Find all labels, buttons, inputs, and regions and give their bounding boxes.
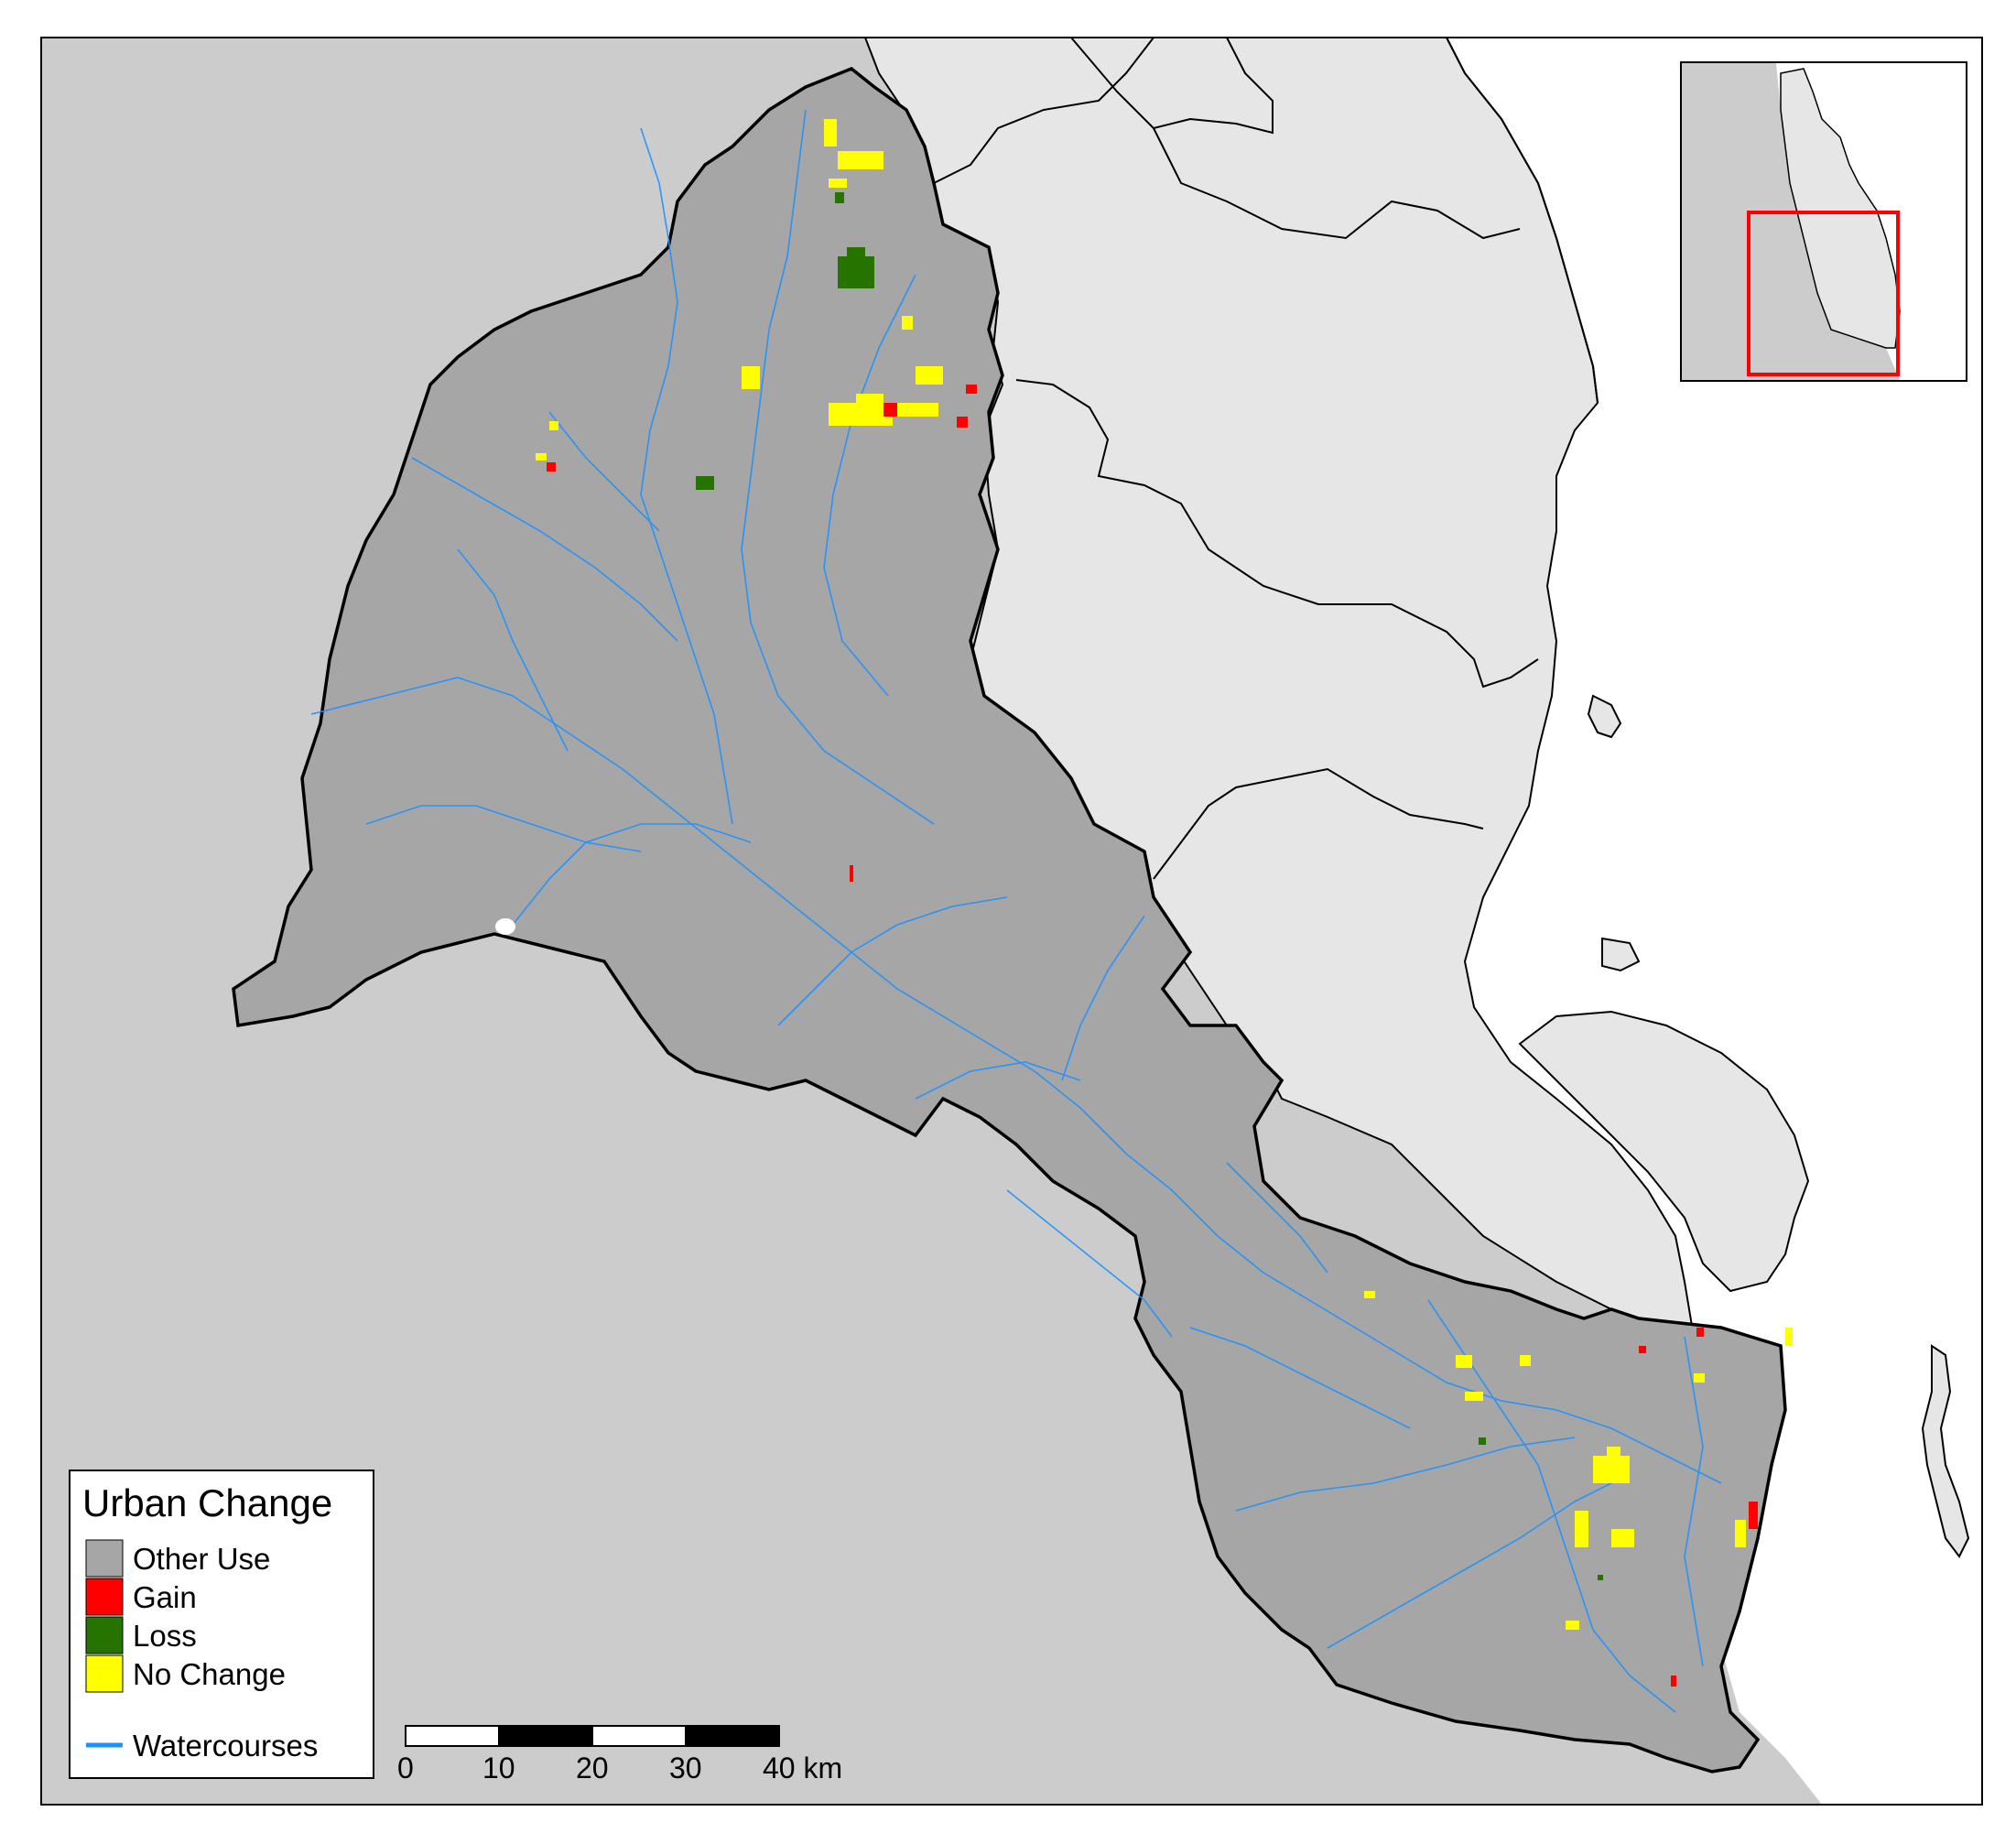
inset-map — [1680, 61, 1967, 382]
scale-tick-10: 10 — [482, 1752, 515, 1784]
inset-extent-box — [1747, 211, 1900, 376]
legend-label-other-use: Other Use — [133, 1542, 270, 1576]
watercourses — [310, 109, 1722, 1713]
legend-label-loss: Loss — [133, 1619, 197, 1653]
urban-gain — [547, 385, 1758, 1687]
legend-label-watercourses: Watercourses — [133, 1729, 318, 1762]
legend-swatch-loss — [85, 1616, 124, 1654]
scale-tick-20: 20 — [576, 1752, 609, 1784]
legend-label-no-change: No Change — [133, 1657, 286, 1691]
islands — [1587, 694, 1970, 1558]
coastline — [1446, 38, 1599, 404]
legend-swatch-gain — [85, 1578, 124, 1616]
legend-swatch-no-change — [85, 1654, 124, 1693]
catchment-area — [232, 66, 1787, 1773]
scale-tick-30: 30 — [669, 1752, 702, 1784]
peninsula — [1518, 1010, 1810, 1293]
urban-loss — [696, 192, 1603, 1580]
legend-swatch-other-use — [85, 1539, 124, 1578]
legend-label-gain: Gain — [133, 1580, 197, 1614]
lake — [495, 918, 515, 935]
scale-tick-0: 0 — [397, 1752, 414, 1784]
legend: Urban Change Other Use Gain Loss No Chan… — [69, 1470, 374, 1779]
scale-bar: 0 10 20 30 40 km — [397, 1725, 842, 1784]
neighbor-boundaries — [933, 38, 1539, 880]
legend-title: Urban Change — [82, 1481, 332, 1524]
urban-no-change — [536, 119, 1793, 1630]
scale-tick-40: 40 km — [763, 1752, 842, 1784]
